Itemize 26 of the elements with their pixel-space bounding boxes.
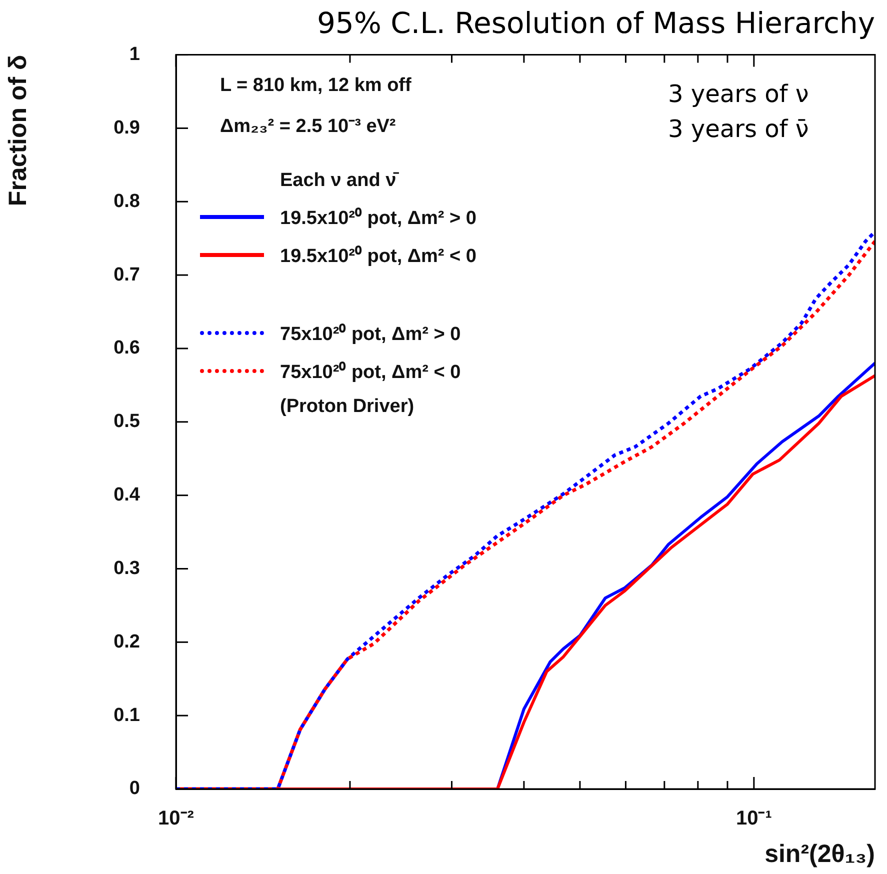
x-tick-label: 10⁻¹ xyxy=(736,808,772,830)
annotation: Δm₂₃² = 2.5 10⁻³ eV² xyxy=(220,115,396,138)
y-tick-label: 0.8 xyxy=(114,190,140,212)
legend-label: 19.5x10²⁰ pot, Δm² < 0 xyxy=(280,244,476,268)
y-axis-title: Fraction of δ xyxy=(4,54,32,206)
legend-label: 75x10²⁰ pot, Δm² < 0 xyxy=(280,360,461,384)
annotation: L = 810 km, 12 km off xyxy=(220,75,412,97)
annotation: 3 years of ν xyxy=(668,80,809,108)
x-tick-label: 10⁻² xyxy=(158,808,194,830)
legend-label: 19.5x10²⁰ pot, Δm² > 0 xyxy=(280,206,476,230)
y-tick-label: 0.6 xyxy=(114,338,140,359)
y-tick-label: 1 xyxy=(129,44,140,66)
annotation: (Proton Driver) xyxy=(280,396,414,418)
y-tick-label: 0.3 xyxy=(114,558,140,579)
y-tick-label: 0.2 xyxy=(114,631,140,652)
y-tick-label: 0.7 xyxy=(114,264,140,286)
x-axis-title: sin²(2θ₁₃) xyxy=(764,840,875,868)
legend-title: Each ν and ν̄ xyxy=(280,170,400,192)
y-tick-label: 0 xyxy=(129,778,140,800)
legend-label: 75x10²⁰ pot, Δm² > 0 xyxy=(280,322,461,346)
y-tick-label: 0.4 xyxy=(114,484,140,506)
y-tick-label: 0.5 xyxy=(114,411,140,432)
y-tick-label: 0.1 xyxy=(114,704,140,726)
annotation: 3 years of ν̄ xyxy=(668,115,809,143)
chart-title: 95% C.L. Resolution of Mass Hierarchy xyxy=(316,6,875,40)
y-tick-label: 0.9 xyxy=(114,117,140,138)
